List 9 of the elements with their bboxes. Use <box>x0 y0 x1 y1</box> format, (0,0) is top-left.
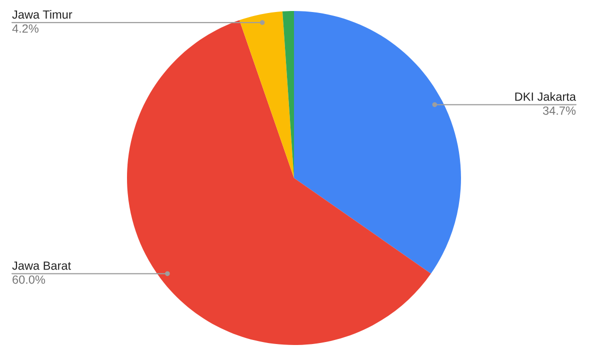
data-label: 4.2% <box>12 24 38 33</box>
slice-label: Jawa Barat <box>12 262 71 270</box>
pie-slice <box>239 11 294 178</box>
slice-label: Jawa Timur <box>12 10 72 19</box>
slice-label: DKI Jakarta <box>515 92 576 101</box>
pie-slice <box>294 11 461 274</box>
data-label: 34.7% <box>542 106 576 115</box>
pie-slice <box>127 20 431 345</box>
data-label: 60.0% <box>12 275 46 284</box>
